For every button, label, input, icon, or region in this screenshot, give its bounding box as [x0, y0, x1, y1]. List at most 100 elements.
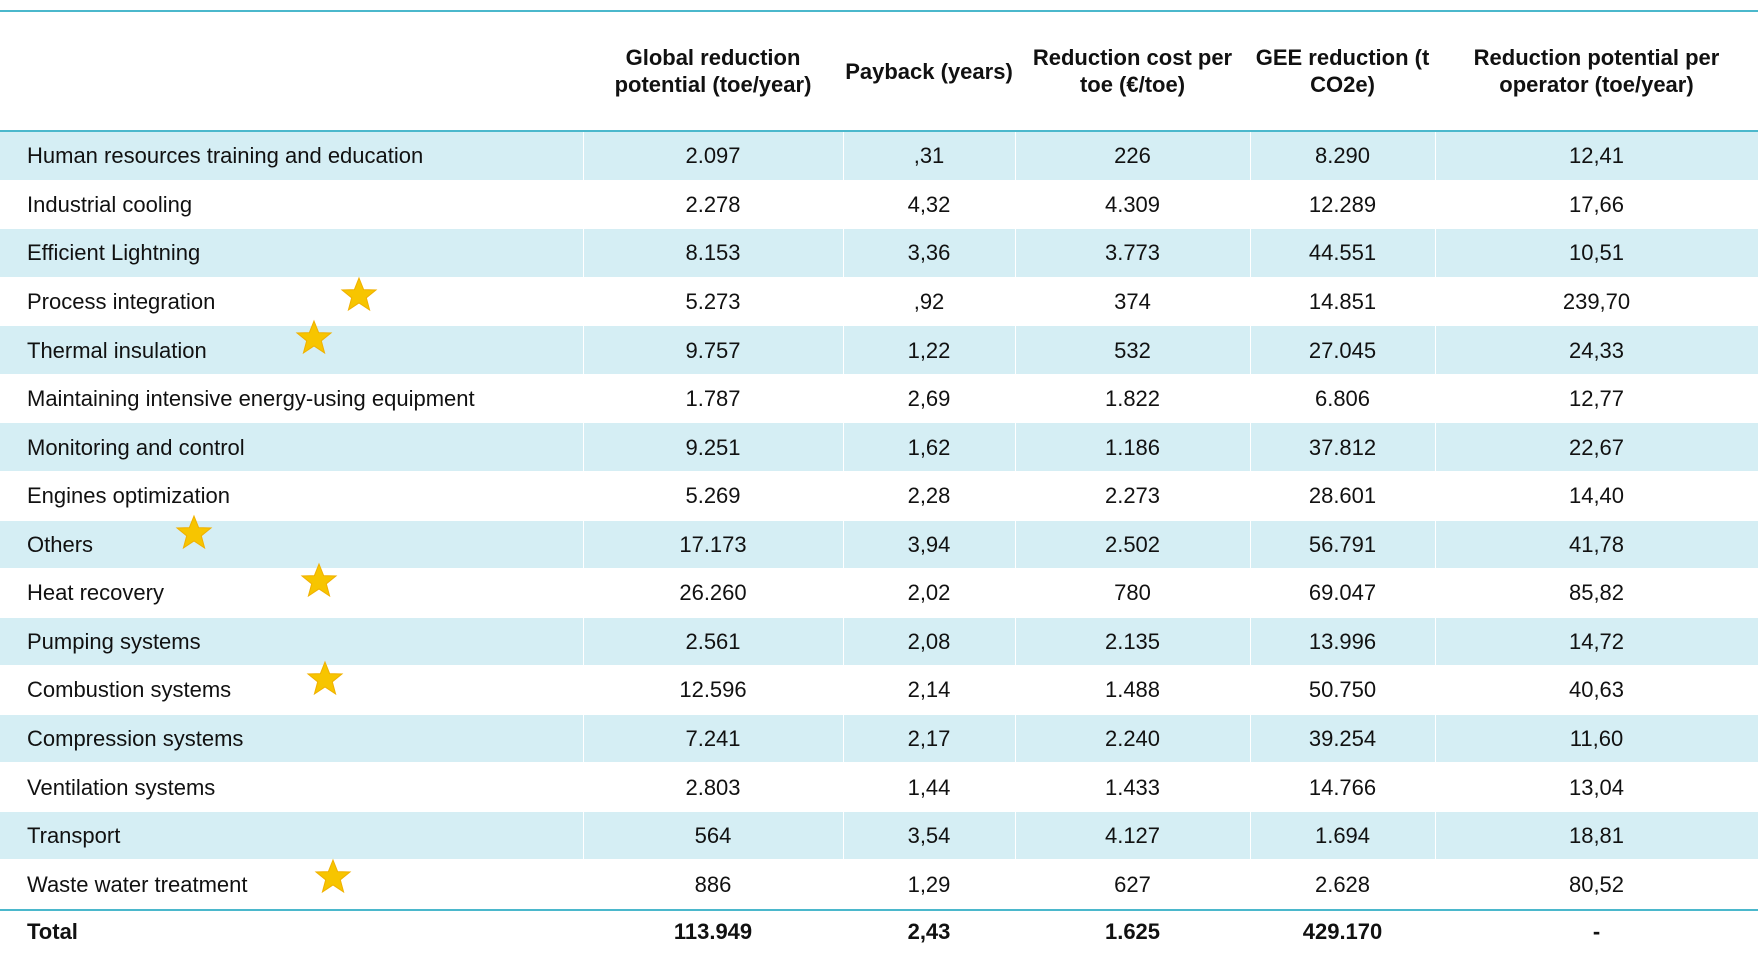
cell-value: 12,77 — [1568, 386, 1625, 412]
column-separator — [1015, 229, 1016, 277]
row-band — [0, 811, 1758, 860]
cell-value: 2.803 — [685, 774, 741, 800]
cell-value: 3.773 — [1104, 240, 1161, 266]
column-separator — [1435, 229, 1436, 277]
column-separator — [583, 229, 584, 277]
cell-value: 4,32 — [907, 191, 951, 217]
cell-value: 1.488 — [1104, 677, 1161, 703]
cell-value: 37.812 — [1308, 434, 1377, 460]
row-band — [0, 229, 1758, 277]
row-label: Pumping systems — [27, 628, 201, 654]
cell-value: 13.996 — [1308, 628, 1377, 654]
cell-value: 3,54 — [907, 823, 951, 849]
cell-value: 8.290 — [1314, 143, 1371, 169]
cell-value: 2.628 — [1314, 871, 1371, 897]
row-band — [0, 326, 1758, 374]
total-rule — [0, 909, 1758, 911]
column-header: Global reduction potential (toe/year) — [614, 45, 812, 97]
cell-value: 2.561 — [685, 628, 741, 654]
star — [301, 563, 337, 597]
top-rule — [0, 10, 1758, 12]
cell-value: 2.273 — [1104, 483, 1161, 509]
column-separator — [843, 520, 844, 569]
cell-value: 2,08 — [907, 628, 951, 654]
star — [296, 320, 332, 354]
cell-value: 1,62 — [907, 434, 951, 460]
column-separator — [1435, 520, 1436, 569]
column-separator — [1250, 520, 1251, 569]
cell-value: 2,02 — [907, 580, 951, 606]
cell-value: 18,81 — [1568, 823, 1625, 849]
cell-value: 2.135 — [1104, 628, 1161, 654]
column-header: GEE reduction (t CO2e) — [1255, 45, 1430, 97]
cell-value: 50.750 — [1308, 677, 1377, 703]
cell-value: 9.757 — [685, 337, 741, 363]
column-separator — [843, 132, 844, 180]
column-separator — [1435, 811, 1436, 860]
column-separator — [1435, 423, 1436, 471]
column-separator — [1015, 423, 1016, 471]
cell-value: ,92 — [913, 288, 945, 314]
cell-value: 14,72 — [1568, 628, 1625, 654]
cell-value: 14.766 — [1308, 774, 1377, 800]
cell-value: 2.240 — [1104, 726, 1161, 752]
column-separator — [583, 423, 584, 471]
cell-value: 56.791 — [1308, 531, 1377, 557]
cell-value: 5.269 — [685, 483, 741, 509]
star — [307, 661, 343, 695]
column-separator — [1435, 326, 1436, 374]
column-separator — [1250, 714, 1251, 763]
cell-value: 2.097 — [685, 143, 741, 169]
cell-value: 24,33 — [1568, 337, 1625, 363]
cell-value: 7.241 — [685, 726, 741, 752]
cell-value: 12,41 — [1568, 143, 1625, 169]
cell-value: 1.186 — [1104, 434, 1161, 460]
cell-value: 9.251 — [685, 434, 741, 460]
cell-value: 2,17 — [907, 726, 951, 752]
cell-value: 69.047 — [1308, 580, 1377, 606]
cell-value: 14,40 — [1568, 483, 1625, 509]
cell-value: 2,28 — [907, 483, 951, 509]
cell-value: 627 — [1114, 871, 1151, 897]
star — [176, 515, 212, 549]
cell-value: 4.127 — [1104, 823, 1161, 849]
cell-value: 39.254 — [1308, 726, 1377, 752]
star — [315, 859, 351, 893]
cell-value: 239,70 — [1562, 288, 1631, 314]
column-separator — [1250, 811, 1251, 860]
total-value: 429.170 — [1302, 919, 1383, 944]
cell-value: 2.502 — [1104, 531, 1161, 557]
cell-value: 40,63 — [1568, 677, 1625, 703]
row-label: Efficient Lightning — [27, 240, 201, 266]
cell-value: 41,78 — [1568, 531, 1625, 557]
column-separator — [1015, 520, 1016, 569]
row-label: Process integration — [27, 288, 216, 314]
column-separator — [583, 132, 584, 180]
row-band — [0, 617, 1758, 666]
cell-value: 85,82 — [1568, 580, 1625, 606]
column-separator — [1435, 617, 1436, 666]
row-band — [0, 520, 1758, 569]
row-label: Thermal insulation — [27, 337, 207, 363]
cell-value: 22,67 — [1568, 434, 1625, 460]
column-separator — [583, 326, 584, 374]
column-separator — [1250, 132, 1251, 180]
column-separator — [1250, 423, 1251, 471]
column-separator — [1015, 811, 1016, 860]
column-header: Reduction potential per operator (toe/ye… — [1473, 45, 1720, 97]
row-band — [0, 423, 1758, 471]
cell-value: 4.309 — [1104, 191, 1161, 217]
cell-value: 1.694 — [1314, 823, 1371, 849]
column-separator — [583, 714, 584, 763]
row-label: Maintaining intensive energy-using equip… — [27, 386, 475, 412]
column-separator — [583, 811, 584, 860]
column-separator — [843, 423, 844, 471]
cell-value: 17.173 — [679, 531, 747, 557]
cell-value: 226 — [1114, 143, 1151, 169]
column-separator — [1015, 617, 1016, 666]
column-separator — [843, 617, 844, 666]
total-value: - — [1592, 919, 1601, 944]
cell-value: 14.851 — [1308, 288, 1377, 314]
